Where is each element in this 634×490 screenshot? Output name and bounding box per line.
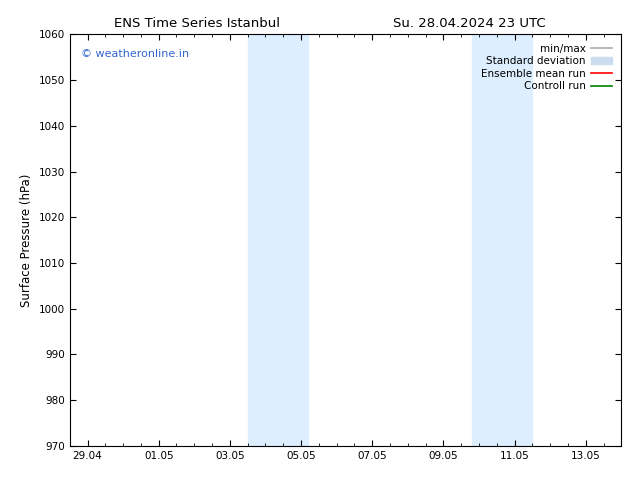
Text: ENS Time Series Istanbul: ENS Time Series Istanbul (114, 17, 280, 30)
Y-axis label: Surface Pressure (hPa): Surface Pressure (hPa) (20, 173, 33, 307)
Legend: min/max, Standard deviation, Ensemble mean run, Controll run: min/max, Standard deviation, Ensemble me… (477, 40, 616, 96)
Bar (248, 34, 308, 446)
Text: Su. 28.04.2024 23 UTC: Su. 28.04.2024 23 UTC (393, 17, 546, 30)
Text: © weatheronline.in: © weatheronline.in (81, 49, 189, 59)
Bar (472, 34, 533, 446)
